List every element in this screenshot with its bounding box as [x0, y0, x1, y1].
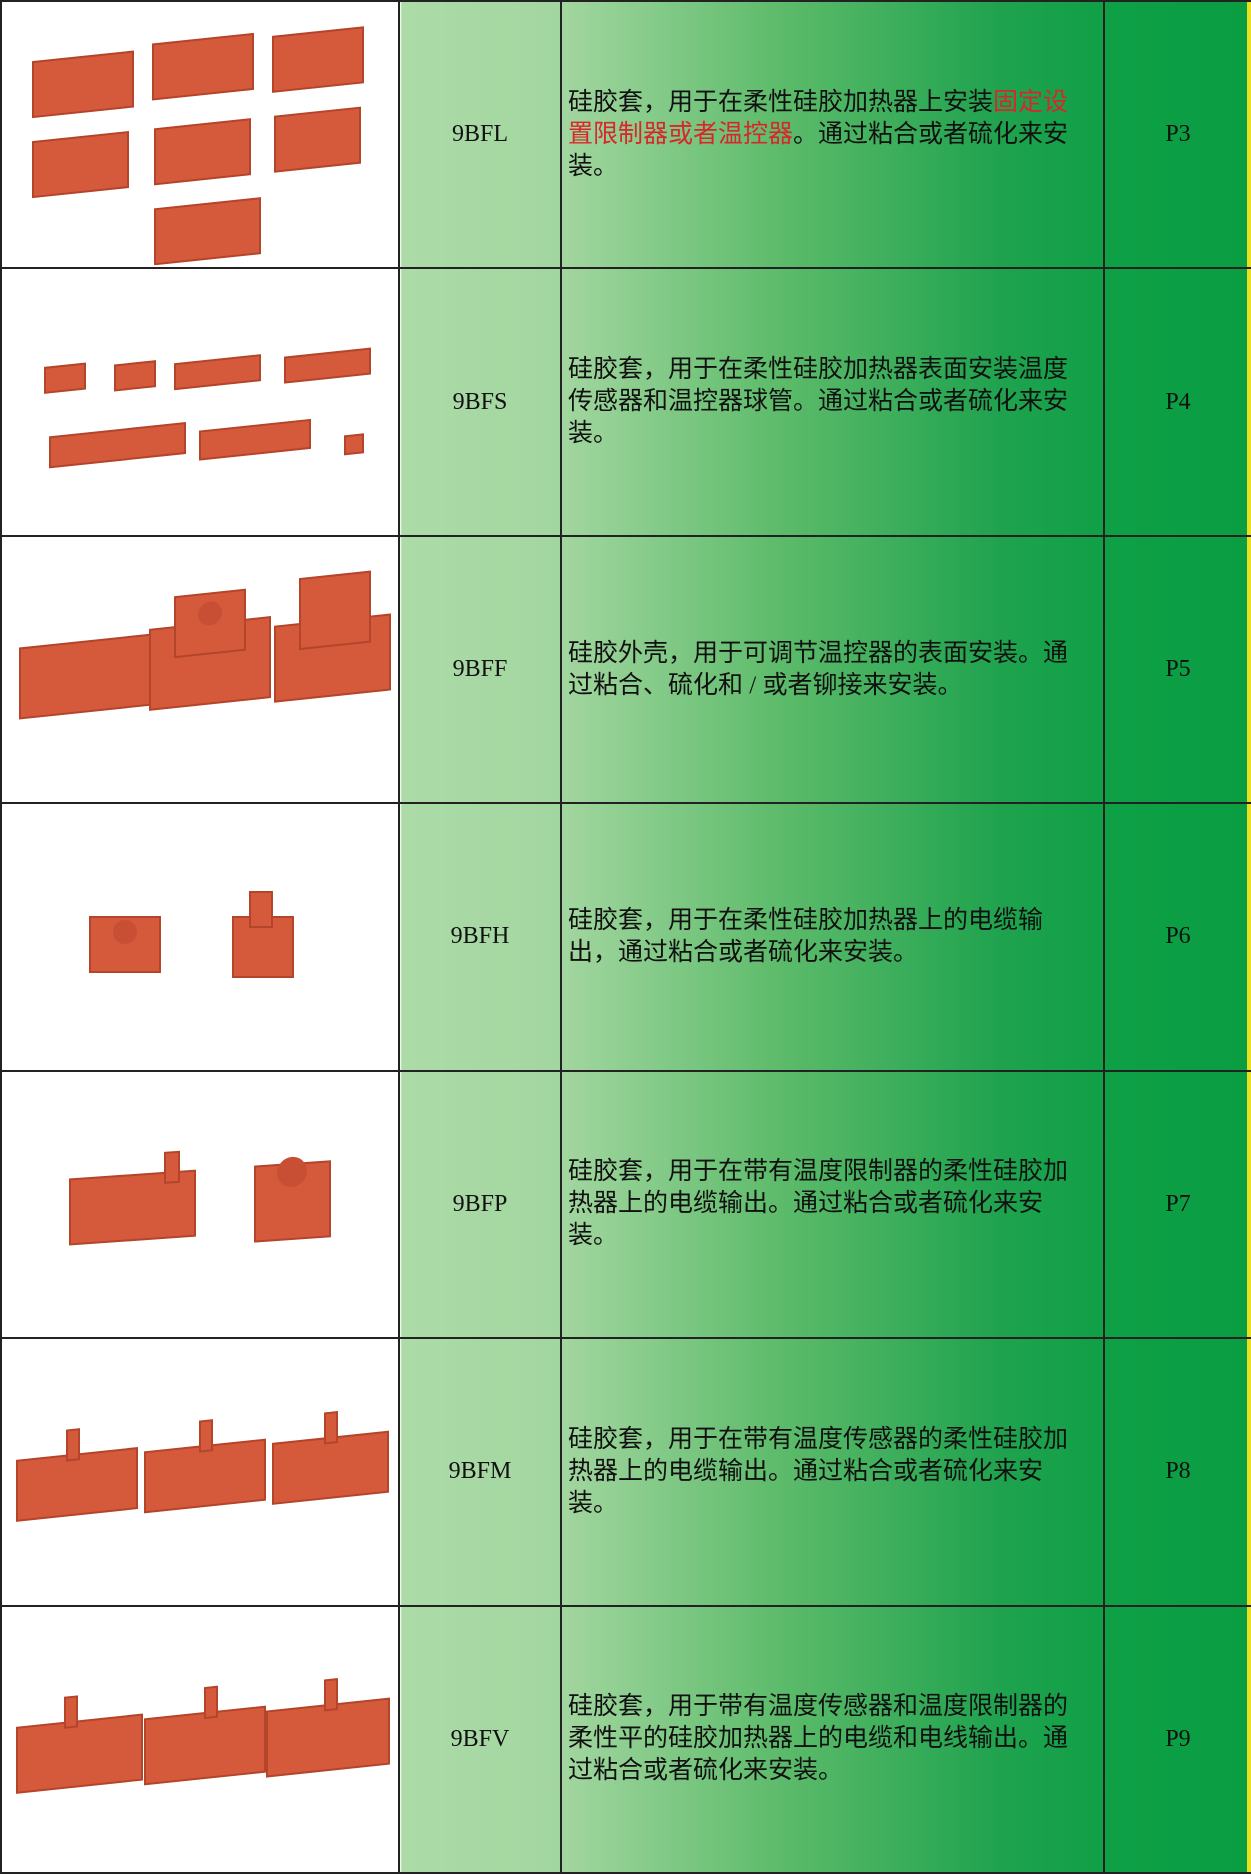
description-text: 硅胶外壳，用于可调节温控器的表面安装。通过粘合、硫化和 / 或者铆接来安装。	[568, 638, 1089, 702]
product-code: 9BFH	[400, 804, 562, 1070]
product-code: 9BFP	[400, 1071, 562, 1338]
product-photo	[19, 570, 391, 720]
description: 硅胶套，用于在带有温度限制器的柔性硅胶加热器上的电缆输出。通过粘合或者硫化来安装…	[562, 1071, 1105, 1338]
image-cell	[2, 1606, 400, 1872]
description-text: 硅胶套，用于在柔性硅胶加热器上的电缆输出，通过粘合或者硫化来安装。	[568, 905, 1089, 969]
description-segment: 固定设置限制器或者温控器	[568, 88, 1069, 148]
description: 硅胶套，用于带有温度传感器和温度限制器的柔性平的硅胶加热器上的电缆和电线输出。通…	[562, 1606, 1105, 1872]
image-cell	[2, 1339, 400, 1605]
page-ref: P9	[1165, 1725, 1191, 1752]
product-code: 9BFV	[400, 1606, 562, 1872]
description-segment: 。通过粘合或者硫化来安装。	[568, 120, 1069, 180]
page-ref: P7	[1165, 1190, 1191, 1217]
page-ref: P5	[1165, 656, 1191, 683]
table-row: 9BFL 硅胶套，用于在柔性硅胶加热器上安装固定设置限制器或者温控器。通过粘合或者…	[2, 2, 1251, 270]
description: 硅胶外壳，用于可调节温控器的表面安装。通过粘合、硫化和 / 或者铆接来安装。	[562, 536, 1105, 803]
table-row: 9BFP 硅胶套，用于在带有温度限制器的柔性硅胶加热器上的电缆输出。通过粘合或者硫…	[2, 1071, 1251, 1340]
description-text: 硅胶套，用于在带有温度限制器的柔性硅胶加热器上的电缆输出。通过粘合或者硫化来安装…	[568, 1156, 1089, 1252]
table-row: 9BFS 硅胶套，用于在柔性硅胶加热器表面安装温度传感器和温控器球管。通过粘合或者…	[2, 269, 1251, 537]
description-segment: 硅胶套，用于在带有温度传感器的柔性硅胶加热器上的电缆输出。通过粘合或者硫化来安装…	[568, 1425, 1069, 1517]
description: 硅胶套，用于在柔性硅胶加热器上安装固定设置限制器或者温控器。通过粘合或者硫化来安…	[562, 2, 1105, 268]
page-ref: P8	[1165, 1458, 1191, 1485]
description-segment: 硅胶套，用于在柔性硅胶加热器上安装	[568, 88, 994, 116]
description: 硅胶套，用于在带有温度传感器的柔性硅胶加热器上的电缆输出。通过粘合或者硫化来安装…	[562, 1339, 1105, 1605]
image-cell	[2, 269, 400, 535]
description-text: 硅胶套，用于在柔性硅胶加热器表面安装温度传感器和温控器球管。通过粘合或者硫化来安…	[568, 354, 1089, 450]
product-photo	[16, 1410, 389, 1522]
product-code: 9BFF	[400, 536, 562, 803]
product-code: 9BFS	[400, 269, 562, 535]
description-text: 硅胶套，用于带有温度传感器和温度限制器的柔性平的硅胶加热器上的电缆和电线输出。通…	[568, 1691, 1089, 1787]
description-segment: 硅胶外壳，用于可调节温控器的表面安装。通过粘合、硫化和 / 或者铆接来安装。	[568, 639, 1069, 699]
product-code: 9BFM	[400, 1339, 562, 1605]
table-row: 9BFV 硅胶套，用于带有温度传感器和温度限制器的柔性平的硅胶加热器上的电缆和电线…	[2, 1606, 1251, 1874]
image-cell	[2, 804, 400, 1070]
table-row: 9BFH 硅胶套，用于在柔性硅胶加热器上的电缆输出，通过粘合或者硫化来安装。 P6	[2, 804, 1251, 1072]
image-cell	[2, 1071, 400, 1338]
description-segment: 硅胶套，用于在柔性硅胶加热器表面安装温度传感器和温控器球管。通过粘合或者硫化来安…	[568, 356, 1069, 448]
page-ref: P3	[1165, 121, 1191, 148]
description: 硅胶套，用于在柔性硅胶加热器上的电缆输出，通过粘合或者硫化来安装。	[562, 804, 1105, 1070]
table-row: 9BFM 硅胶套，用于在带有温度传感器的柔性硅胶加热器上的电缆输出。通过粘合或者硫…	[2, 1339, 1251, 1607]
page-ref: P6	[1165, 923, 1191, 950]
description-segment: 硅胶套，用于在带有温度限制器的柔性硅胶加热器上的电缆输出。通过粘合或者硫化来安装…	[568, 1158, 1069, 1250]
image-cell	[2, 536, 400, 803]
product-photo	[69, 1151, 331, 1246]
product-code: 9BFL	[400, 2, 562, 268]
table-row: 9BFF 硅胶外壳，用于可调节温控器的表面安装。通过粘合、硫化和 / 或者铆接来安…	[2, 536, 1251, 805]
description: 硅胶套，用于在柔性硅胶加热器表面安装温度传感器和温控器球管。通过粘合或者硫化来安…	[562, 269, 1105, 535]
description-segment: 硅胶套，用于带有温度传感器和温度限制器的柔性平的硅胶加热器上的电缆和电线输出。通…	[568, 1693, 1069, 1785]
page-ref: P4	[1165, 388, 1191, 415]
product-photo	[44, 347, 371, 469]
description-text: 硅胶套，用于在带有温度传感器的柔性硅胶加热器上的电缆输出。通过粘合或者硫化来安装…	[568, 1424, 1089, 1520]
image-cell	[2, 2, 400, 268]
product-photo	[32, 25, 364, 265]
description-segment: 硅胶套，用于在柔性硅胶加热器上的电缆输出，通过粘合或者硫化来安装。	[568, 906, 1044, 966]
product-photo	[16, 1678, 390, 1795]
product-photo	[89, 890, 294, 978]
description-text: 硅胶套，用于在柔性硅胶加热器上安装固定设置限制器或者温控器。通过粘合或者硫化来安…	[568, 87, 1089, 183]
